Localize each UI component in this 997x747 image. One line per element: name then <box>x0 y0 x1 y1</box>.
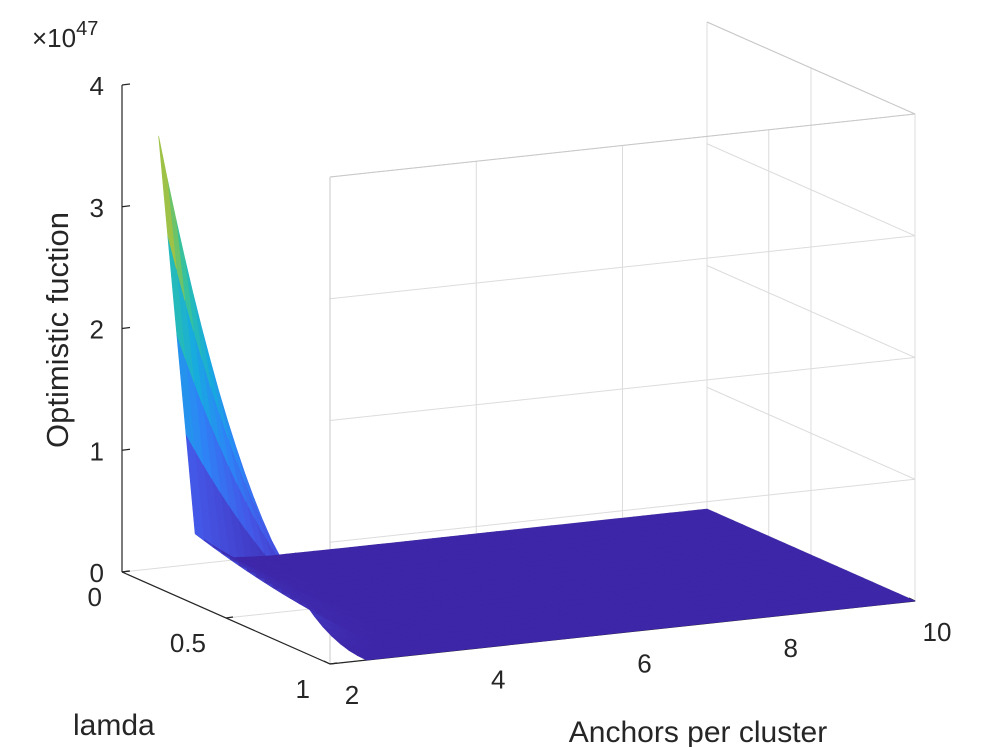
box-edge <box>706 21 916 115</box>
z-tick-mark <box>121 326 131 330</box>
surface-layer <box>158 135 917 661</box>
z-tick-label: 4 <box>90 71 104 101</box>
x-tick-label: 6 <box>637 649 651 679</box>
grid-line <box>329 235 916 300</box>
box-edge <box>329 113 916 178</box>
y-tick-mark <box>121 570 130 573</box>
z-tick-label: 3 <box>90 193 104 223</box>
z-axis-label: Optimistic fuction <box>40 212 75 448</box>
z-multiplier-label: ×1047 <box>32 18 98 53</box>
x-axis-label: Anchors per cluster <box>569 716 827 747</box>
grid-line <box>329 478 916 543</box>
tick-label-layer: 0 1 2 3 4 0 0.5 1 2 4 6 8 10 <box>88 71 952 710</box>
grid-line <box>329 357 916 421</box>
grid-line <box>706 143 916 237</box>
y-axis-label: lamda <box>73 709 155 742</box>
y-tick-mark <box>225 616 234 619</box>
y-tick-mark <box>329 662 338 665</box>
z-tick-mark <box>121 448 131 451</box>
y-tick-label: 0.5 <box>170 628 206 658</box>
z-tick-label: 2 <box>90 315 104 345</box>
x-tick-mark <box>323 660 331 665</box>
y-tick-label: 0 <box>88 582 102 612</box>
x-tick-label: 4 <box>491 664 505 694</box>
z-tick-mark <box>121 205 131 208</box>
z-tick-mark <box>121 83 131 86</box>
z-tick-label: 0 <box>90 558 104 588</box>
y-tick-label: 1 <box>296 674 310 704</box>
x-tick-label: 8 <box>784 633 798 663</box>
grid-line <box>706 386 916 480</box>
x-tick-label: 10 <box>923 617 952 647</box>
z-tick-label: 1 <box>90 436 104 466</box>
surface-patch <box>158 135 177 269</box>
x-tick-label: 2 <box>345 680 359 710</box>
grid-line <box>706 265 916 358</box>
